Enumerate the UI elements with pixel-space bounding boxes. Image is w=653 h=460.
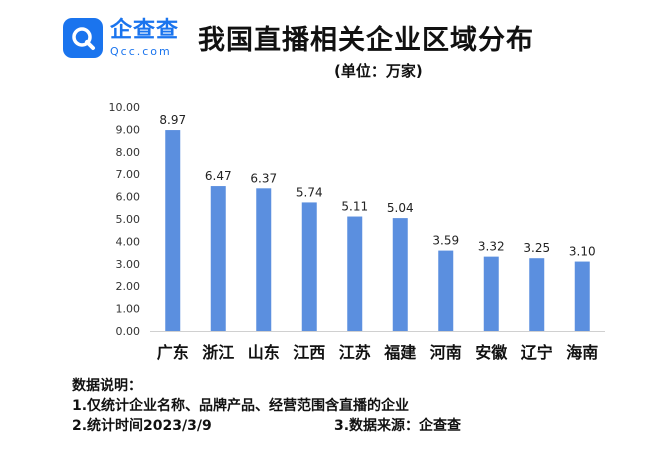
y-tick-label: 7.00 xyxy=(116,168,141,181)
bar-value-label: 5.11 xyxy=(341,200,368,214)
y-tick-label: 1.00 xyxy=(116,303,141,316)
x-category-label: 山东 xyxy=(248,343,280,362)
data-notes: 数据说明： 1.仅统计企业名称、品牌产品、经营范围含直播的企业 2.统计时间20… xyxy=(72,376,461,436)
bar xyxy=(256,188,272,331)
y-tick-label: 8.00 xyxy=(116,146,141,159)
x-category-label: 辽宁 xyxy=(521,343,553,362)
bar-value-label: 8.97 xyxy=(159,113,186,127)
bar-value-label: 6.47 xyxy=(205,169,232,183)
bar-value-label: 6.37 xyxy=(250,171,277,185)
bar-value-label: 5.74 xyxy=(296,185,323,199)
logo-domain: Qcc.com xyxy=(110,44,172,58)
bar xyxy=(483,256,499,331)
x-category-label: 浙江 xyxy=(202,343,234,362)
x-category-label: 安徽 xyxy=(475,343,508,362)
brand-logo: 企查查 Qcc.com xyxy=(63,18,179,58)
notes-heading: 数据说明： xyxy=(72,378,142,394)
bar-value-label: 3.25 xyxy=(523,241,550,255)
x-category-label: 河南 xyxy=(430,343,462,362)
notes-line-2: 2.统计时间2023/3/9 xyxy=(72,418,212,434)
chart-title: 我国直播相关企业区域分布 xyxy=(198,25,534,56)
y-tick-label: 5.00 xyxy=(116,213,141,226)
unit-label: (单位：万家) xyxy=(334,62,423,80)
logo-name: 企查查 xyxy=(110,17,180,43)
bar-value-label: 5.04 xyxy=(387,201,414,215)
bar xyxy=(529,258,545,331)
x-category-label: 江西 xyxy=(293,343,325,362)
bar xyxy=(210,186,226,331)
bar xyxy=(347,216,363,331)
notes-line-3: 3.数据来源：企查查 xyxy=(334,418,462,434)
y-tick-label: 9.00 xyxy=(116,123,141,136)
bar xyxy=(438,250,454,331)
x-category-label: 广东 xyxy=(157,343,189,362)
search-logo-icon xyxy=(63,18,103,58)
y-tick-label: 3.00 xyxy=(116,258,141,271)
x-category-label: 江苏 xyxy=(339,343,371,362)
y-tick-label: 10.00 xyxy=(109,101,141,114)
bar xyxy=(574,261,590,331)
bar xyxy=(392,218,408,331)
y-tick-label: 4.00 xyxy=(116,235,141,248)
bar-value-label: 3.59 xyxy=(432,234,459,248)
x-category-label: 海南 xyxy=(566,343,598,362)
bar xyxy=(165,130,181,331)
notes-line-1: 1.仅统计企业名称、品牌产品、经营范围含直播的企业 xyxy=(72,398,410,414)
bar-value-label: 3.10 xyxy=(569,245,596,259)
y-tick-label: 6.00 xyxy=(116,191,141,204)
bar-chart: 0.00 1.00 2.00 3.00 4.00 5.00 6.00 7.00 8.00 9.00… xyxy=(109,101,605,362)
bar-value-label: 3.32 xyxy=(478,240,505,254)
bar xyxy=(301,202,317,331)
x-category-label: 福建 xyxy=(383,343,416,362)
y-tick-label: 2.00 xyxy=(116,280,141,293)
y-tick-label: 0.00 xyxy=(116,325,141,338)
